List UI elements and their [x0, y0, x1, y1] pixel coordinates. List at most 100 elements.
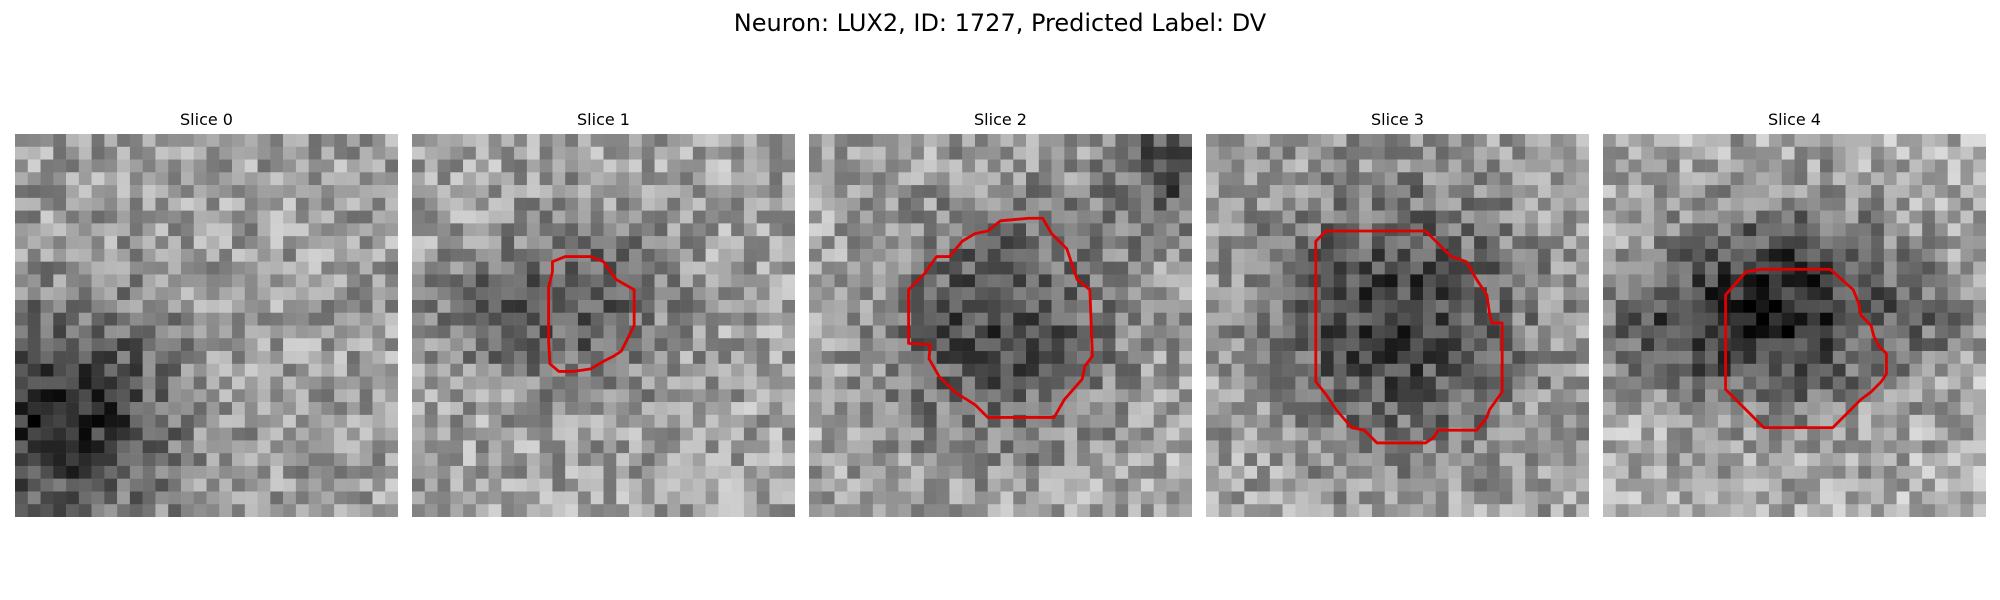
image-pixel: [834, 146, 848, 160]
image-pixel: [1537, 197, 1551, 211]
image-pixel: [629, 236, 643, 250]
image-pixel: [1883, 274, 1897, 288]
image-pixel: [334, 363, 348, 377]
image-pixel: [1346, 478, 1360, 492]
image-pixel: [577, 453, 591, 467]
image-pixel: [1435, 363, 1449, 377]
image-pixel: [936, 338, 950, 352]
image-pixel: [911, 440, 925, 454]
image-pixel: [1820, 376, 1834, 390]
image-pixel: [1537, 236, 1551, 250]
image-pixel: [1115, 236, 1129, 250]
image-pixel: [1410, 210, 1424, 224]
image-pixel: [424, 465, 438, 479]
image-pixel: [949, 504, 963, 517]
image-pixel: [1448, 261, 1462, 275]
image-pixel: [232, 261, 246, 275]
image-pixel: [821, 376, 835, 390]
image-pixel: [1257, 236, 1271, 250]
image-pixel: [15, 197, 29, 211]
image-pixel: [180, 210, 194, 224]
image-pixel: [526, 210, 540, 224]
image-pixel: [552, 159, 566, 173]
image-pixel: [1692, 414, 1706, 428]
image-pixel: [949, 363, 963, 377]
image-pixel: [78, 223, 92, 237]
image-pixel: [1423, 248, 1437, 262]
slice-4-title: Slice 4: [1768, 110, 1821, 129]
image-pixel: [117, 185, 131, 199]
image-pixel: [1692, 236, 1706, 250]
image-pixel: [129, 440, 143, 454]
image-pixel: [667, 453, 681, 467]
image-pixel: [385, 478, 398, 492]
image-pixel: [1922, 248, 1936, 262]
image-pixel: [219, 210, 233, 224]
image-pixel: [193, 287, 207, 301]
image-pixel: [1896, 465, 1910, 479]
image-pixel: [1756, 210, 1770, 224]
image-pixel: [1537, 478, 1551, 492]
image-pixel: [501, 146, 515, 160]
image-pixel: [1257, 338, 1271, 352]
image-pixel: [821, 491, 835, 505]
image-pixel: [1397, 491, 1411, 505]
image-pixel: [1781, 440, 1795, 454]
image-pixel: [450, 146, 464, 160]
image-pixel: [91, 236, 105, 250]
image-pixel: [1820, 197, 1834, 211]
image-pixel: [577, 299, 591, 313]
image-pixel: [475, 363, 489, 377]
image-pixel: [769, 185, 783, 199]
image-pixel: [1077, 287, 1091, 301]
image-pixel: [450, 338, 464, 352]
image-pixel: [1206, 338, 1220, 352]
image-pixel: [1282, 389, 1296, 403]
image-pixel: [463, 236, 477, 250]
image-pixel: [987, 338, 1001, 352]
image-pixel: [1896, 389, 1910, 403]
image-pixel: [1550, 274, 1564, 288]
image-pixel: [1282, 478, 1296, 492]
image-pixel: [603, 491, 617, 505]
image-pixel: [949, 351, 963, 365]
image-pixel: [1641, 325, 1655, 339]
image-pixel: [66, 236, 80, 250]
image-pixel: [526, 185, 540, 199]
image-pixel: [1257, 172, 1271, 186]
image-pixel: [412, 363, 426, 377]
image-pixel: [1537, 299, 1551, 313]
image-pixel: [1563, 414, 1577, 428]
image-pixel: [91, 504, 105, 517]
image-pixel: [334, 274, 348, 288]
image-pixel: [385, 210, 398, 224]
image-pixel: [488, 440, 502, 454]
image-pixel: [692, 185, 706, 199]
image-pixel: [782, 363, 795, 377]
image-pixel: [949, 376, 963, 390]
image-pixel: [1282, 236, 1296, 250]
image-pixel: [1871, 248, 1885, 262]
image-pixel: [1153, 491, 1167, 505]
image-pixel: [1666, 338, 1680, 352]
image-pixel: [769, 363, 783, 377]
image-pixel: [514, 402, 528, 416]
image-pixel: [616, 389, 630, 403]
image-pixel: [654, 453, 668, 467]
image-pixel: [78, 134, 92, 148]
image-pixel: [334, 504, 348, 517]
image-pixel: [1257, 402, 1271, 416]
image-pixel: [1384, 312, 1398, 326]
image-pixel: [1231, 236, 1245, 250]
image-pixel: [821, 210, 835, 224]
image-pixel: [1845, 159, 1859, 173]
image-pixel: [987, 210, 1001, 224]
image-pixel: [1308, 389, 1322, 403]
image-pixel: [244, 504, 258, 517]
image-pixel: [885, 185, 899, 199]
image-pixel: [15, 338, 29, 352]
image-pixel: [1909, 172, 1923, 186]
image-pixel: [1166, 185, 1180, 199]
image-pixel: [1654, 351, 1668, 365]
image-pixel: [1397, 197, 1411, 211]
